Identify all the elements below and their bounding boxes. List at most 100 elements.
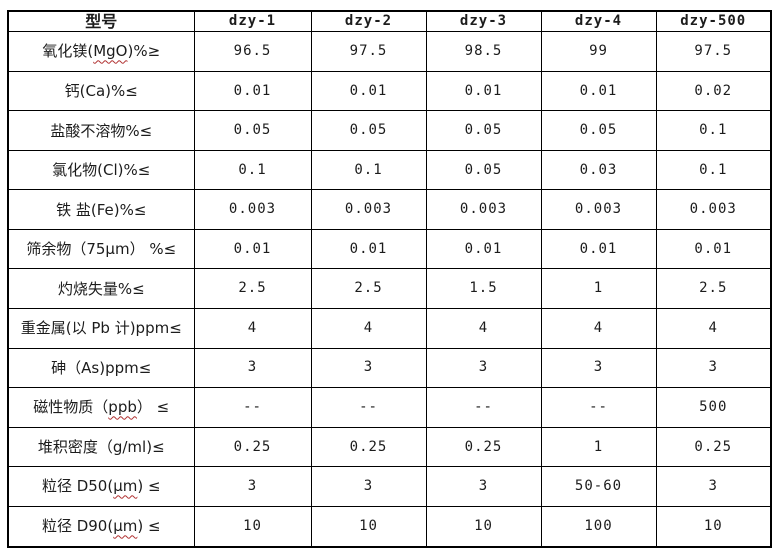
table-cell: 0.01 bbox=[310, 228, 427, 270]
row-label: 筛余物（75μm） %≤ bbox=[7, 228, 195, 270]
row-label: 磁性物质（ppb） ≤ bbox=[7, 387, 195, 428]
table-cell: 0.03 bbox=[540, 149, 657, 191]
table-cell: 0.01 bbox=[540, 228, 657, 270]
label-text: ) ≤ bbox=[137, 477, 161, 496]
table-row: 筛余物（75μm） %≤ 0.01 0.01 0.01 0.01 0.01 bbox=[7, 228, 772, 270]
label-text: 盐酸不溶物%≤ bbox=[50, 121, 153, 140]
table-cell: 2.5 bbox=[193, 268, 312, 310]
label-text: 筛余物（75μm） %≤ bbox=[26, 240, 177, 259]
table-cell: 3 bbox=[193, 347, 312, 389]
label-text: )%≥ bbox=[127, 42, 161, 61]
row-label: 重金属(以 Pb 计)ppm≤ bbox=[7, 308, 195, 349]
table-cell: 0.01 bbox=[193, 70, 312, 112]
table-cell: 10 bbox=[655, 505, 772, 548]
table-cell: 3 bbox=[655, 347, 772, 389]
table-cell: 0.01 bbox=[655, 228, 772, 270]
table-cell: 0.05 bbox=[425, 149, 542, 191]
table-cell: 97.5 bbox=[310, 31, 427, 72]
table-row: 磁性物质（ppb） ≤ -- -- -- -- 500 bbox=[7, 387, 772, 428]
label-text: 氯化物(Cl)%≤ bbox=[52, 161, 151, 180]
table-cell: 10 bbox=[425, 505, 542, 548]
table-cell: 3 bbox=[425, 466, 542, 507]
table-cell: 0.25 bbox=[425, 426, 542, 468]
table-cell: 0.05 bbox=[540, 110, 657, 151]
table-cell: 0.1 bbox=[655, 110, 772, 151]
model-column-header: 型号 bbox=[7, 10, 195, 33]
table-row: 钙(Ca)%≤ 0.01 0.01 0.01 0.01 0.02 bbox=[7, 70, 772, 112]
table-cell: 0.25 bbox=[193, 426, 312, 468]
table-cell: 0.05 bbox=[193, 110, 312, 151]
table-cell: 3 bbox=[193, 466, 312, 507]
table-cell: 10 bbox=[310, 505, 427, 548]
table-cell: 10 bbox=[193, 505, 312, 548]
label-text: 粒径 D90( bbox=[41, 517, 114, 536]
table-cell: 0.01 bbox=[425, 228, 542, 270]
table-row: 盐酸不溶物%≤ 0.05 0.05 0.05 0.05 0.1 bbox=[7, 110, 772, 151]
table-cell: 0.003 bbox=[425, 189, 542, 230]
table-cell: -- bbox=[310, 387, 427, 428]
row-label: 堆积密度（g/ml)≤ bbox=[7, 426, 195, 468]
row-label: 钙(Ca)%≤ bbox=[7, 70, 195, 112]
table-row: 铁 盐(Fe)%≤ 0.003 0.003 0.003 0.003 0.003 bbox=[7, 189, 772, 230]
column-header: dzy-2 bbox=[310, 10, 427, 33]
table-cell: 3 bbox=[310, 347, 427, 389]
table-row: 堆积密度（g/ml)≤ 0.25 0.25 0.25 1 0.25 bbox=[7, 426, 772, 468]
spec-table: 型号 dzy-1 dzy-2 dzy-3 dzy-4 dzy-500 氧化镁(MgO)%… bbox=[7, 10, 772, 548]
label-text: 重金属(以 Pb 计)ppm≤ bbox=[20, 319, 182, 338]
row-label: 灼烧失量%≤ bbox=[7, 268, 195, 310]
misspelled-text: MgO bbox=[93, 42, 128, 61]
table-cell: 0.01 bbox=[310, 70, 427, 112]
row-label: 砷（As)ppm≤ bbox=[7, 347, 195, 389]
table-cell: -- bbox=[540, 387, 657, 428]
row-label: 粒径 D50(μm) ≤ bbox=[7, 466, 195, 507]
label-text: 氧化镁( bbox=[42, 42, 94, 61]
label-text: 灼烧失量%≤ bbox=[57, 279, 145, 298]
row-label: 盐酸不溶物%≤ bbox=[7, 110, 195, 151]
label-text: 磁性物质（ bbox=[33, 398, 109, 417]
table-cell: 0.01 bbox=[193, 228, 312, 270]
table-row: 粒径 D90(μm) ≤10 10 10 100 10 bbox=[7, 505, 772, 548]
table-cell: 4 bbox=[425, 308, 542, 349]
table-cell: 0.25 bbox=[655, 426, 772, 468]
table-cell: 97.5 bbox=[655, 31, 772, 72]
row-label: 氯化物(Cl)%≤ bbox=[7, 149, 195, 191]
table-cell: 98.5 bbox=[425, 31, 542, 72]
table-body: 氧化镁(MgO)%≥ 96.5 97.5 98.5 99 97.5 钙(Ca)%≤ 0.01 0… bbox=[7, 31, 772, 548]
table-cell: 3 bbox=[540, 347, 657, 389]
table-cell: 50-60 bbox=[540, 466, 657, 507]
table-cell: 96.5 bbox=[193, 31, 312, 72]
table-cell: 4 bbox=[310, 308, 427, 349]
label-text: 粒径 D50( bbox=[41, 477, 114, 496]
header-row: 型号 dzy-1 dzy-2 dzy-3 dzy-4 dzy-500 bbox=[7, 10, 772, 33]
table-cell: 0.003 bbox=[540, 189, 657, 230]
row-label: 氧化镁(MgO)%≥ bbox=[7, 31, 195, 72]
table-cell: 0.1 bbox=[655, 149, 772, 191]
table-row: 重金属(以 Pb 计)ppm≤ 4 4 4 4 4 bbox=[7, 308, 772, 349]
table-cell: 4 bbox=[540, 308, 657, 349]
column-header: dzy-1 bbox=[193, 10, 312, 33]
table-cell: 0.003 bbox=[193, 189, 312, 230]
label-text: ) ≤ bbox=[137, 517, 161, 536]
row-label: 铁 盐(Fe)%≤ bbox=[7, 189, 195, 230]
misspelled-text: μm bbox=[113, 517, 138, 536]
table-cell: 3 bbox=[655, 466, 772, 507]
column-header: dzy-4 bbox=[540, 10, 657, 33]
table-cell: 0.05 bbox=[425, 110, 542, 151]
table-cell: 0.02 bbox=[655, 70, 772, 112]
table-cell: 0.25 bbox=[310, 426, 427, 468]
table-cell: 500 bbox=[655, 387, 772, 428]
table-cell: 1.5 bbox=[425, 268, 542, 310]
label-text: 钙(Ca)%≤ bbox=[64, 82, 138, 100]
table-row: 氧化镁(MgO)%≥ 96.5 97.5 98.5 99 97.5 bbox=[7, 31, 772, 72]
table-cell: 4 bbox=[193, 308, 312, 349]
label-text: 砷（As)ppm≤ bbox=[51, 358, 152, 377]
table-cell: -- bbox=[193, 387, 312, 428]
misspelled-text: μm bbox=[113, 477, 138, 496]
table-cell: 100 bbox=[540, 505, 657, 548]
table-cell: 0.003 bbox=[310, 189, 427, 230]
column-header: dzy-3 bbox=[425, 10, 542, 33]
table-cell: 0.003 bbox=[655, 189, 772, 230]
table-cell: 0.1 bbox=[193, 149, 312, 191]
table-cell: 1 bbox=[540, 426, 657, 468]
table-cell: 0.01 bbox=[425, 70, 542, 112]
